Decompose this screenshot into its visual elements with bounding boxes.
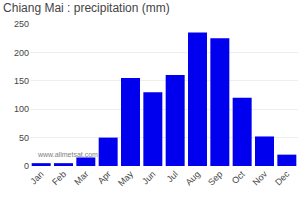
- svg-text:Nov: Nov: [251, 169, 270, 188]
- svg-text:Mar: Mar: [72, 169, 90, 187]
- svg-text:100: 100: [14, 104, 29, 114]
- svg-text:0: 0: [24, 161, 29, 171]
- svg-text:Chiang Mai : precipitation (mm: Chiang Mai : precipitation (mm): [3, 1, 170, 15]
- svg-text:May: May: [116, 169, 135, 188]
- svg-text:50: 50: [19, 133, 29, 143]
- svg-text:Apr: Apr: [96, 169, 113, 186]
- svg-text:Sep: Sep: [206, 169, 224, 187]
- svg-text:Jun: Jun: [140, 169, 157, 186]
- svg-text:Feb: Feb: [50, 169, 68, 187]
- svg-text:Aug: Aug: [184, 169, 202, 187]
- svg-text:Jan: Jan: [28, 169, 45, 186]
- svg-text:Jul: Jul: [165, 169, 180, 184]
- svg-text:200: 200: [14, 48, 29, 58]
- svg-text:Oct: Oct: [230, 169, 247, 186]
- svg-text:150: 150: [14, 76, 29, 86]
- svg-text:Dec: Dec: [273, 169, 292, 188]
- svg-text:250: 250: [14, 19, 29, 29]
- svg-text:www.allmetsat.com: www.allmetsat.com: [37, 151, 98, 158]
